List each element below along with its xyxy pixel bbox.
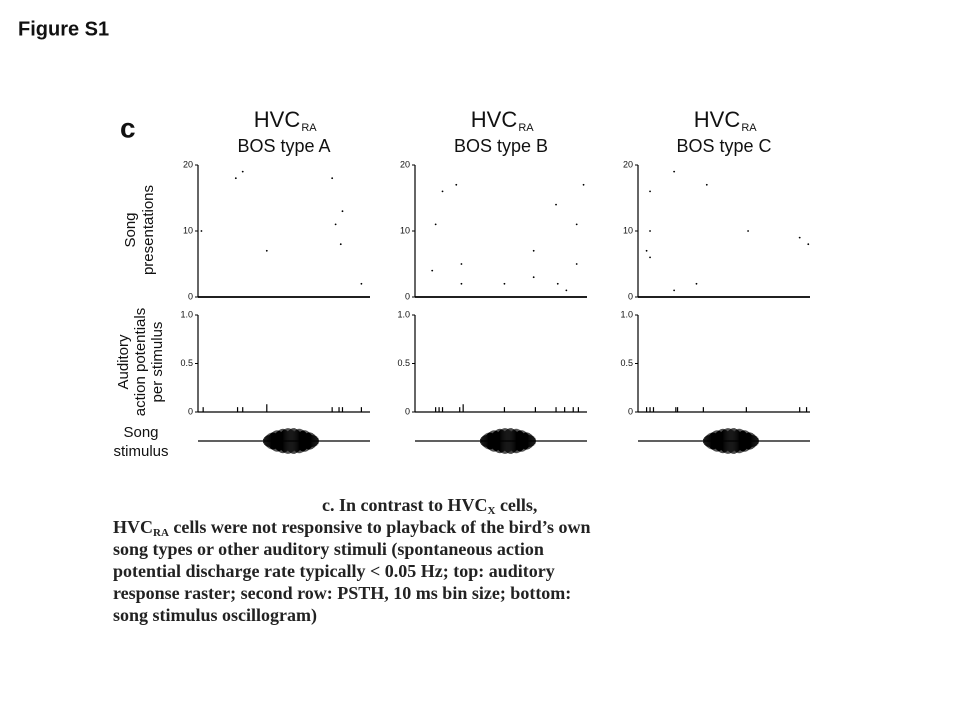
spike-dot <box>441 190 444 193</box>
panel-subtitle: BOS type B <box>454 136 548 156</box>
spike-dot <box>555 203 557 206</box>
spike-dot <box>747 230 749 232</box>
spike-dot <box>556 282 559 285</box>
spike-dot <box>649 256 651 259</box>
y-tick-label: 10 <box>400 225 410 235</box>
spike-dot <box>265 249 268 252</box>
spike-dot <box>241 170 244 173</box>
y-axis-label: stimulus <box>113 443 168 460</box>
spike-dot <box>234 177 237 180</box>
spike-dot <box>705 183 708 186</box>
spike-dot <box>798 236 801 239</box>
y-axis-label: per stimulus <box>149 322 166 403</box>
panel-subtitle: BOS type A <box>237 136 330 156</box>
y-tick-label: 0.5 <box>180 358 193 368</box>
spike-dot <box>331 177 334 180</box>
y-axis-label: action potentials <box>132 308 149 416</box>
y-tick-label: 10 <box>183 225 193 235</box>
panel-title: HVC <box>694 107 741 132</box>
y-tick-label: 0 <box>628 291 633 301</box>
caption-text: cells were not responsive to playback of… <box>113 517 591 625</box>
caption-sub: X <box>487 505 496 517</box>
panel-label: c <box>120 112 136 143</box>
y-tick-label: 0 <box>628 406 633 416</box>
y-tick-label: 1.0 <box>620 309 633 319</box>
caption-sub: RA <box>153 527 169 539</box>
panel-title: HVC <box>254 107 301 132</box>
spike-dot <box>503 282 506 285</box>
spike-dot <box>649 190 651 193</box>
spike-dot <box>565 289 568 292</box>
y-tick-label: 20 <box>623 159 633 169</box>
y-tick-label: 0 <box>188 406 193 416</box>
spike-dot <box>695 282 698 285</box>
spike-dot <box>341 210 344 213</box>
caption: c. In contrast to HVCX cells, HVCRA cell… <box>113 494 595 626</box>
spike-dot <box>455 183 458 186</box>
y-tick-label: 0 <box>405 406 410 416</box>
panel-title-sub: RA <box>741 122 757 134</box>
spike-dot <box>431 269 434 272</box>
y-tick-label: 0.5 <box>397 358 410 368</box>
y-tick-label: 20 <box>183 159 193 169</box>
spike-dot <box>582 183 585 186</box>
spike-dot <box>460 282 463 285</box>
spike-dot <box>460 263 463 265</box>
y-tick-label: 0.5 <box>620 358 633 368</box>
spike-dot <box>434 223 437 226</box>
spike-dot <box>575 263 578 265</box>
y-tick-label: 20 <box>400 159 410 169</box>
spike-dot <box>200 230 203 232</box>
y-tick-label: 0 <box>405 291 410 301</box>
spike-dot <box>575 223 578 226</box>
y-tick-label: 0 <box>188 291 193 301</box>
spike-dot <box>334 223 337 226</box>
spike-dot <box>673 170 676 173</box>
y-tick-label: 1.0 <box>397 309 410 319</box>
spike-dot <box>532 249 535 252</box>
spike-dot <box>649 230 651 232</box>
caption-text: cells, HVC <box>113 495 538 537</box>
y-axis-label: Song <box>123 424 158 441</box>
y-tick-label: 1.0 <box>180 309 193 319</box>
spike-dot <box>645 249 648 252</box>
spike-dot <box>339 243 342 246</box>
spike-dot <box>807 243 810 246</box>
panel-subtitle: BOS type C <box>676 136 771 156</box>
figure-label: Figure S1 <box>18 18 109 40</box>
spike-dot <box>532 276 535 279</box>
panel-title-sub: RA <box>518 122 534 134</box>
caption-text: c. In contrast to HVC <box>322 495 488 515</box>
y-tick-label: 10 <box>623 225 633 235</box>
y-axis-label: Auditory <box>115 334 132 390</box>
y-axis-label: Song <box>122 212 139 247</box>
y-axis-label: presentations <box>140 185 157 275</box>
spike-dot <box>360 282 363 285</box>
spike-dot <box>673 289 676 292</box>
panel-title-sub: RA <box>301 122 317 134</box>
panel-title: HVC <box>471 107 518 132</box>
